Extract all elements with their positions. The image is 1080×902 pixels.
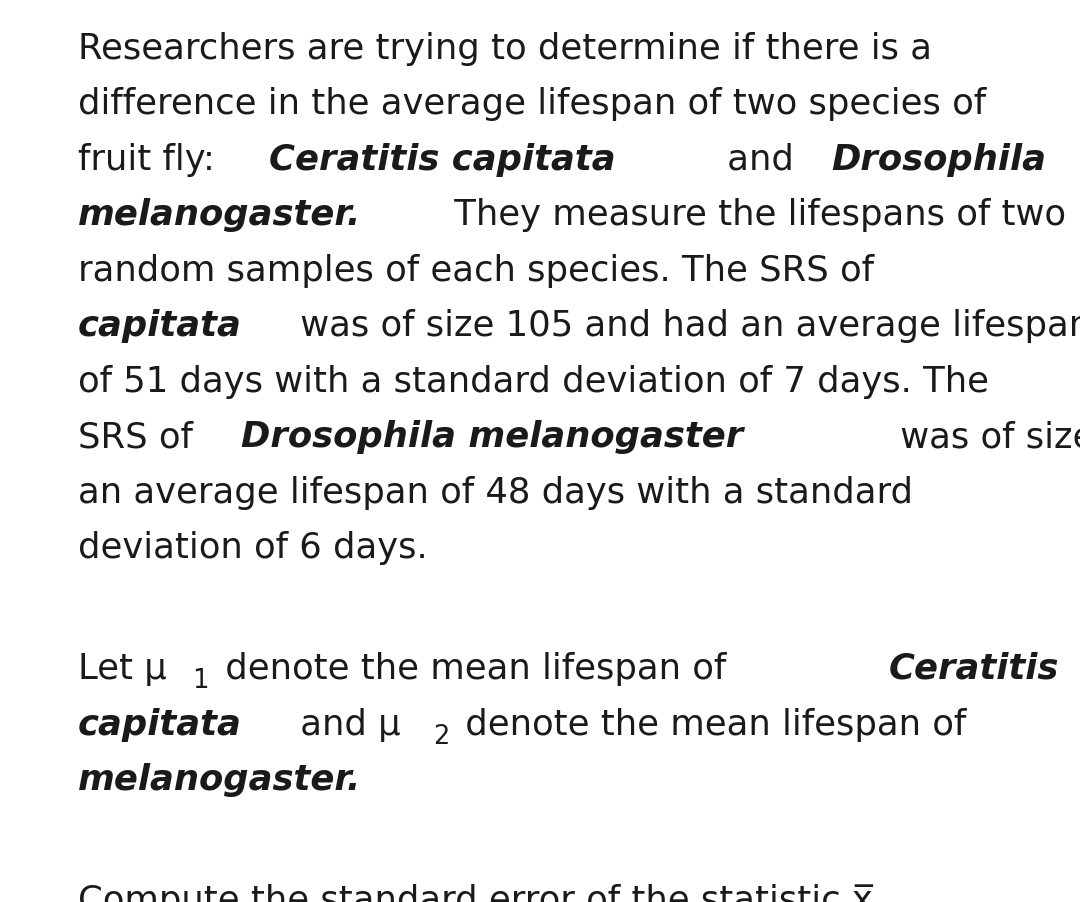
Text: denote the mean lifespan of: denote the mean lifespan of [455,707,977,741]
Text: capitata: capitata [78,707,242,741]
Text: Drosophila: Drosophila [832,143,1047,177]
Text: 2: 2 [433,723,449,749]
Text: denote the mean lifespan of: denote the mean lifespan of [214,651,737,686]
Text: and μ: and μ [289,707,401,741]
Text: of 51 days with a standard deviation of 7 days. The: of 51 days with a standard deviation of … [78,364,989,399]
Text: capitata: capitata [78,308,242,343]
Text: and: and [716,143,806,177]
Text: Ceratitis capitata: Ceratitis capitata [269,143,616,177]
Text: was of size 95 and had: was of size 95 and had [889,420,1080,454]
Text: Researchers are trying to determine if there is a: Researchers are trying to determine if t… [78,32,932,66]
Text: was of size 105 and had an average lifespan: was of size 105 and had an average lifes… [289,308,1080,343]
Text: 1: 1 [192,667,208,694]
Text: fruit fly:: fruit fly: [78,143,226,177]
Text: melanogaster.: melanogaster. [78,762,361,796]
Text: deviation of 6 days.: deviation of 6 days. [78,530,428,565]
Text: SRS of: SRS of [78,420,204,454]
Text: Compute the standard error of the statistic x̅: Compute the standard error of the statis… [78,882,873,902]
Text: Let μ: Let μ [78,651,166,686]
Text: difference in the average lifespan of two species of: difference in the average lifespan of tw… [78,87,986,121]
Text: Drosophila melanogaster: Drosophila melanogaster [241,420,743,454]
Text: They measure the lifespans of two: They measure the lifespans of two [444,198,1066,232]
Text: an average lifespan of 48 days with a standard: an average lifespan of 48 days with a st… [78,475,913,510]
Text: melanogaster.: melanogaster. [78,198,361,232]
Text: Ceratitis: Ceratitis [889,651,1059,686]
Text: random samples of each species. The SRS of: random samples of each species. The SRS … [78,253,885,288]
